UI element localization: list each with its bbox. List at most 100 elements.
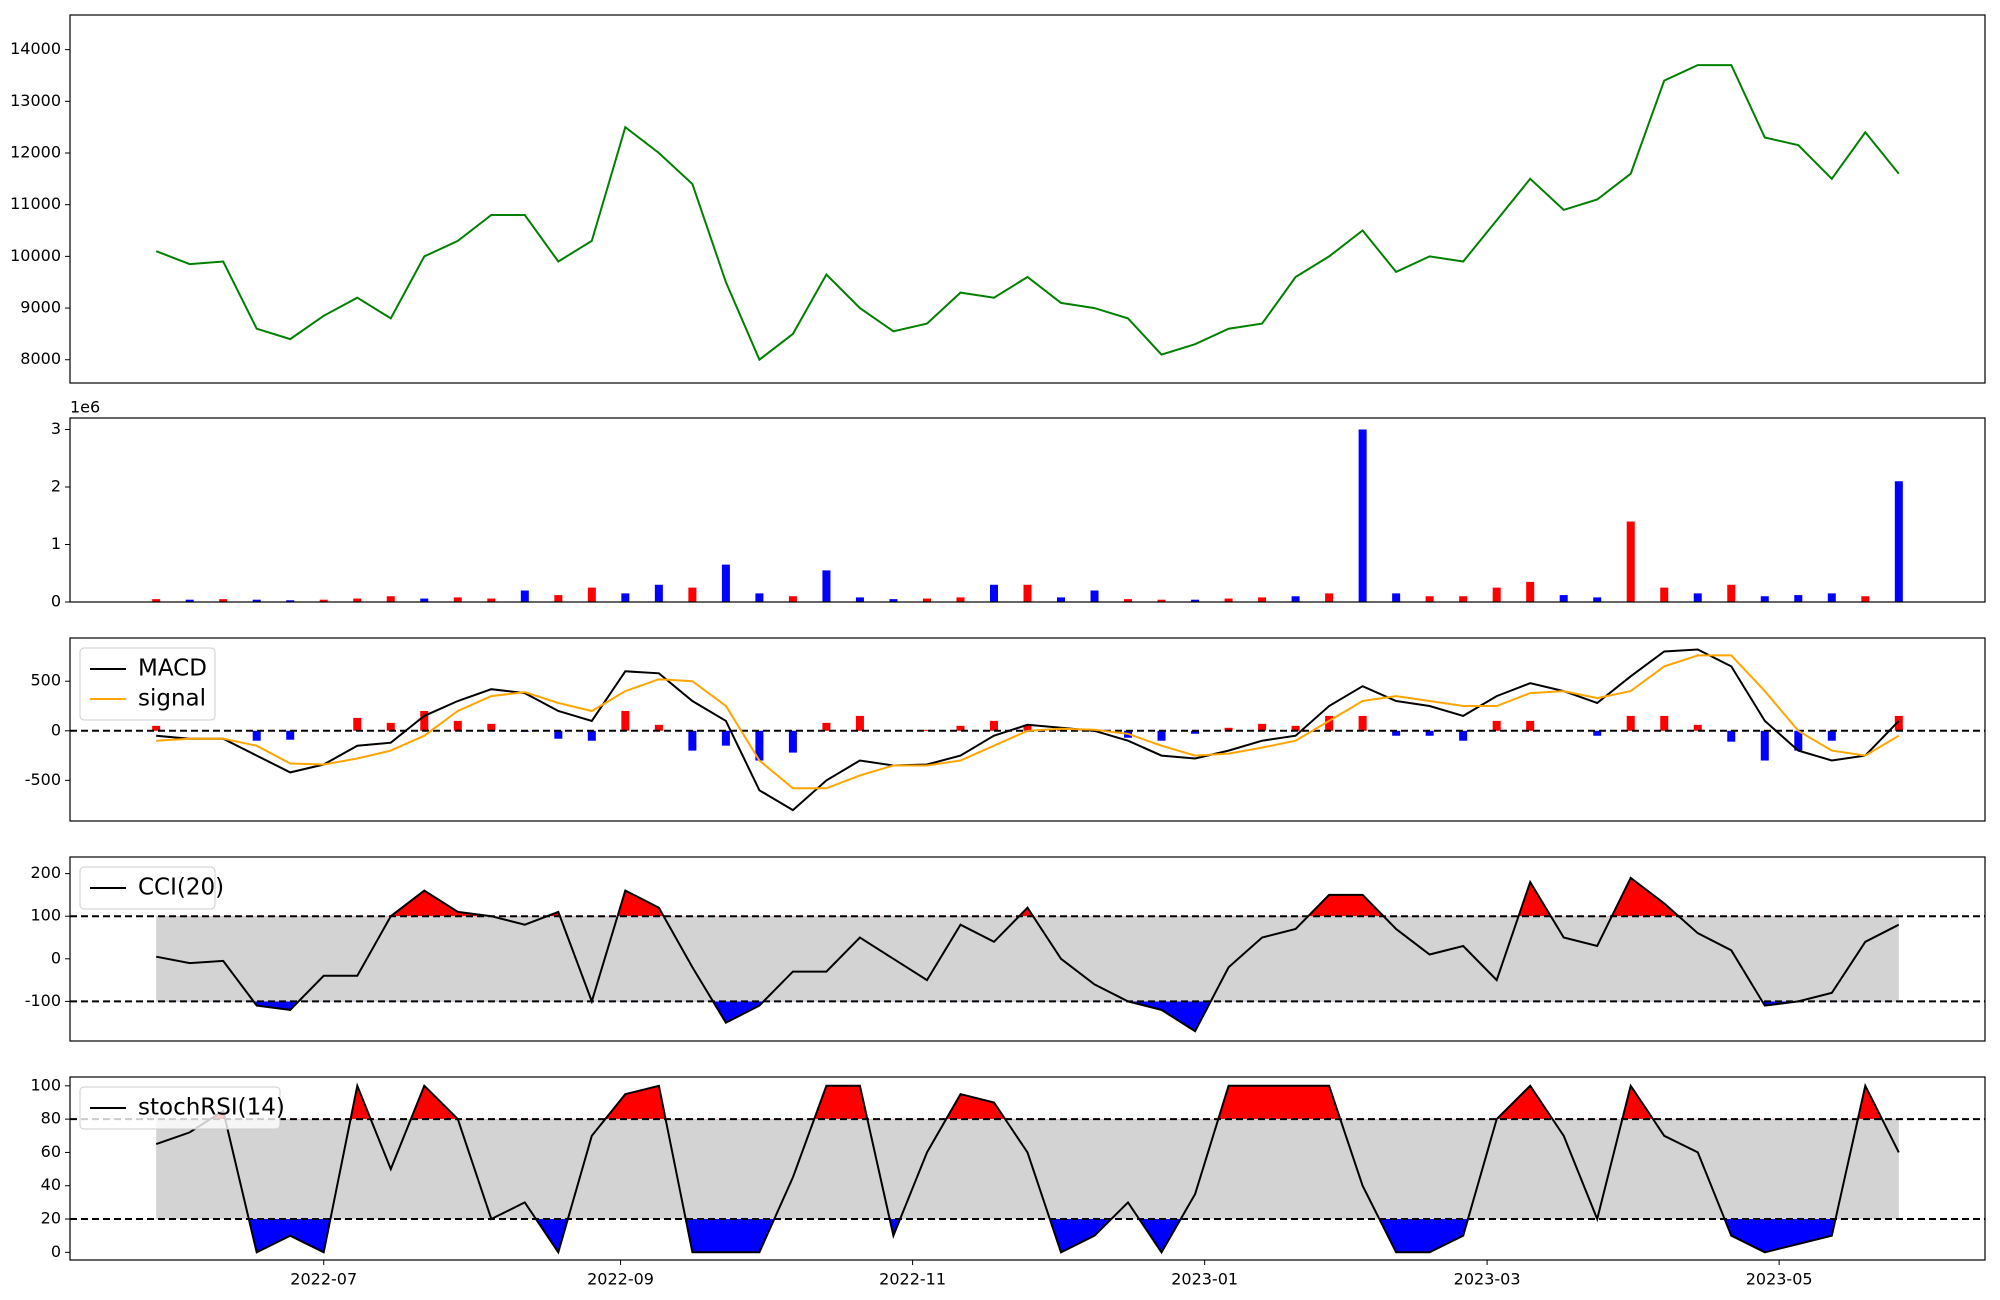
volume-bar	[1023, 584, 1032, 602]
y-tick-label: 8000	[20, 349, 61, 368]
histogram-bar	[721, 730, 730, 746]
histogram-bar	[822, 722, 831, 731]
y-tick-label: 0	[51, 1242, 61, 1261]
volume-bar	[453, 597, 462, 602]
axes-frame	[69, 1076, 1986, 1261]
plot-area	[70, 1082, 1985, 1255]
y-tick-label: 500	[30, 671, 61, 690]
volume-bar	[788, 596, 797, 602]
y-tick-label: 9000	[20, 298, 61, 317]
indicator-line	[156, 654, 1900, 790]
y-tick-label: 100	[30, 1075, 61, 1094]
y-tick-label: -100	[25, 991, 61, 1010]
volume-bar	[1224, 598, 1233, 602]
volume-bar	[185, 599, 194, 602]
histogram-bar	[1425, 730, 1434, 736]
histogram-bar	[621, 710, 630, 731]
volume-bar	[1191, 599, 1200, 602]
volume-bar	[1258, 597, 1267, 602]
volume-bar	[319, 599, 328, 602]
histogram-bar	[1626, 715, 1635, 731]
offset-label: 1e6	[70, 398, 100, 417]
legend-label: CCI(20)	[138, 875, 224, 901]
y-tick-label: 2	[51, 477, 61, 496]
indicator-line	[156, 876, 1900, 1033]
volume-bar	[855, 597, 864, 602]
volume-bar	[353, 598, 362, 602]
histogram-bar	[788, 730, 797, 753]
histogram-bar	[386, 722, 395, 731]
histogram-bar	[1392, 730, 1401, 736]
price-line	[155, 64, 1900, 362]
histogram-bar	[1593, 730, 1602, 736]
legend-box	[79, 1086, 281, 1130]
legend-label: MACD	[138, 656, 207, 682]
histogram-bar	[654, 724, 663, 731]
histogram-bar	[1526, 720, 1535, 731]
volume-bar	[1291, 596, 1300, 602]
volume-bar	[621, 593, 630, 602]
histogram-bar	[1727, 730, 1736, 742]
histogram-bar	[453, 720, 462, 731]
histogram-bar	[1693, 724, 1702, 731]
histogram-bar	[1291, 725, 1300, 731]
volume-bar	[922, 598, 931, 602]
volume-bar	[688, 587, 697, 602]
legend: stochRSI(14)	[79, 1086, 285, 1130]
volume-bar	[989, 584, 998, 602]
y-tick-label: 60	[41, 1142, 61, 1161]
volume-bar	[1325, 593, 1334, 602]
axes-frame	[69, 856, 1986, 1042]
volume-bar	[1861, 596, 1870, 602]
histogram-bar	[1358, 715, 1367, 731]
indicator-line	[156, 648, 1900, 812]
x-tick-label: 2022-09	[587, 1270, 654, 1289]
axes-frame	[69, 14, 1986, 384]
volume-bar	[1894, 481, 1903, 602]
histogram-bar	[1492, 720, 1501, 731]
histogram-bar	[1325, 715, 1334, 731]
y-tick-label: 13000	[10, 91, 61, 110]
y-tick-label: 200	[30, 863, 61, 882]
histogram-bar	[1157, 730, 1166, 741]
volume-bar	[1693, 593, 1702, 602]
histogram-bar	[1894, 715, 1903, 731]
histogram-bar	[487, 723, 496, 731]
legend-box	[79, 647, 216, 721]
histogram-bar	[1760, 730, 1769, 761]
volume-bar	[1492, 587, 1501, 602]
y-tick-label: 3	[51, 419, 61, 438]
volume-bar	[420, 598, 429, 602]
x-tick-label: 2023-01	[1171, 1270, 1238, 1289]
volume-bar	[1593, 597, 1602, 602]
volume-bar	[1727, 584, 1736, 602]
volume-bar	[1459, 596, 1468, 602]
volume-bar	[1358, 429, 1367, 602]
y-tick-label: 12000	[10, 143, 61, 162]
histogram-bar	[353, 717, 362, 731]
histogram-bar	[755, 730, 764, 761]
histogram-bar	[1794, 730, 1803, 751]
volume-bar	[386, 596, 395, 602]
plot-area	[70, 876, 1985, 1033]
oversold-fill	[156, 1219, 1899, 1253]
volume-bar	[1794, 595, 1803, 602]
volume-bar	[1157, 599, 1166, 602]
histogram-bar	[922, 729, 931, 731]
axes-frame	[69, 417, 1986, 603]
histogram-bar	[587, 730, 596, 741]
plot-area	[70, 648, 1985, 812]
histogram-bar	[1827, 730, 1836, 741]
volume-bar	[721, 564, 730, 602]
neutral-band	[156, 1119, 1899, 1220]
y-tick-label: 14000	[10, 39, 61, 58]
legend-label: stochRSI(14)	[138, 1095, 285, 1121]
legend-label: signal	[138, 686, 206, 712]
volume-bar	[554, 595, 563, 602]
histogram-bar	[152, 725, 161, 731]
volume-bar	[487, 598, 496, 602]
neutral-band	[156, 916, 1899, 1002]
plot-area	[155, 64, 1900, 362]
overbought-fill	[390, 877, 1679, 917]
